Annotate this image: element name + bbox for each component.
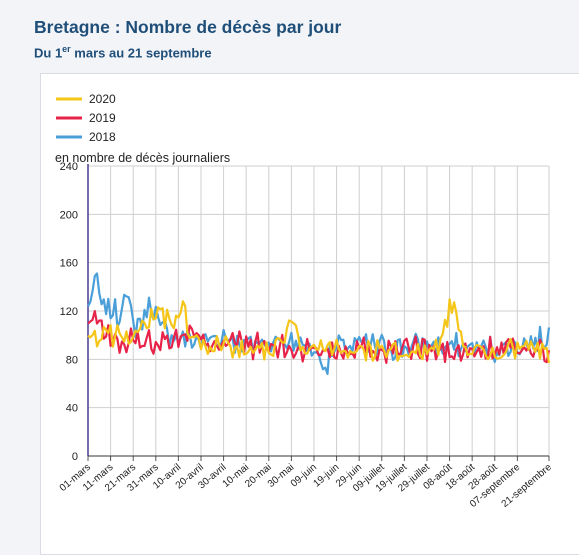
y-tick-label: 240	[60, 161, 78, 173]
y-tick-label: 0	[72, 451, 78, 463]
y-tick-label: 200	[60, 209, 78, 221]
legend-label-2020: 2020	[89, 92, 116, 106]
series-line-2020	[87, 298, 551, 364]
subtitle-start: Du 1	[34, 45, 63, 61]
chart-subtitle: Du 1er mars au 21 septembre	[34, 44, 212, 60]
line-chart: 0408012016020024001-mars11-mars21-mars31…	[55, 92, 554, 510]
legend-label-2018: 2018	[89, 130, 116, 144]
legend-label-2019: 2019	[89, 111, 116, 125]
chart-title: Bretagne : Nombre de décès par jour	[34, 17, 342, 37]
series-line-2019	[87, 310, 551, 364]
y-tick-label: 160	[60, 258, 78, 270]
y-tick-label: 120	[60, 306, 78, 318]
y-axis-label: en nombre de décès journaliers	[55, 151, 230, 165]
y-tick-label: 80	[66, 354, 78, 366]
subtitle-end: mars au 21 septembre	[70, 45, 212, 61]
subtitle-ordinal-suffix: er	[62, 44, 71, 54]
y-tick-label: 40	[66, 403, 78, 415]
chart-card: 0 40 80 120 160 200 240 01-mars 11-mars 21-mars 31…	[40, 73, 579, 555]
